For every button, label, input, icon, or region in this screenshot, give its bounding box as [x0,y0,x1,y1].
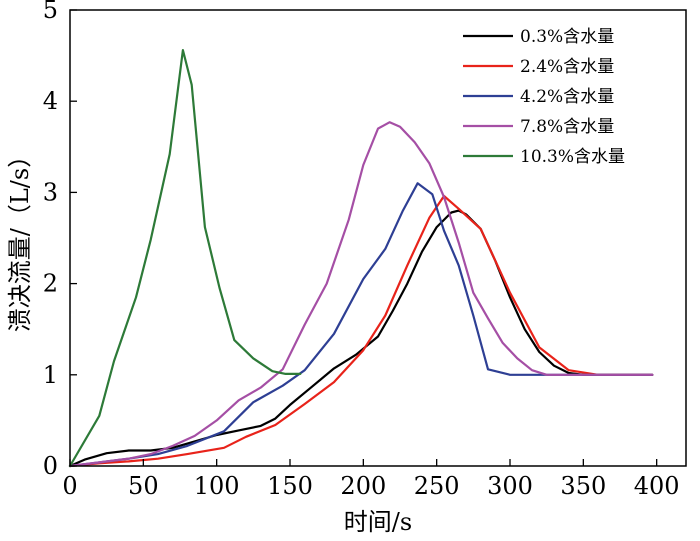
legend: 0.3%含水量 2.4%含水量 4.2%含水量 7.8%含水量 10.3%含水量 [463,27,625,167]
series-line-0 [68,209,654,468]
y-axis-title: 溃决流量/（L/s） [6,144,34,332]
y-tick-label: 0 [43,452,58,480]
x-tick-label: 0 [62,472,77,500]
legend-label-2: 4.2%含水量 [520,87,614,107]
x-tick-label: 250 [414,472,460,500]
series-line-2 [68,182,654,468]
y-tick-label: 5 [43,0,58,24]
y-tick-label: 2 [43,270,58,298]
x-tick-label: 100 [194,472,240,500]
y-tick-label: 3 [43,178,58,206]
x-tick-label: 50 [128,472,159,500]
legend-label-1: 2.4%含水量 [520,57,614,77]
x-tick-label: 150 [267,472,313,500]
x-tick-label: 400 [634,472,680,500]
legend-label-3: 7.8%含水量 [520,117,614,137]
x-axis-title: 时间/s [344,508,412,536]
x-tick-label: 300 [487,472,533,500]
legend-label-0: 0.3%含水量 [520,27,614,47]
x-tick-label: 200 [340,472,386,500]
legend-label-4: 10.3%含水量 [520,147,625,167]
series-line-3 [68,121,654,468]
series-line-4 [68,48,302,468]
series-layer [68,48,654,468]
series-line-1 [68,194,654,468]
x-tick-label: 350 [560,472,606,500]
y-tick-label: 4 [43,87,58,115]
tick-layer: 0 50 100 150 200 250 300 350 400 0 1 2 3 4 5 [43,0,680,500]
y-tick-label: 1 [43,361,58,389]
plot-frame [69,9,687,467]
